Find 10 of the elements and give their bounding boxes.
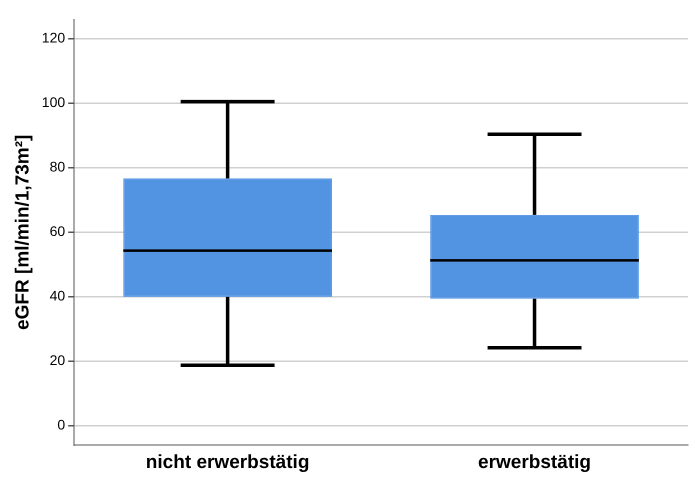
y-tick-label: 20	[50, 352, 66, 368]
x-tick-label: erwerbstätig	[478, 452, 592, 473]
y-tick-label: 60	[50, 223, 66, 240]
x-tick-label: nicht erwerbstätig	[146, 452, 310, 473]
y-tick-label: 120	[42, 30, 66, 46]
y-axis-title: eGFR [ml/min/1,73m²]	[12, 134, 34, 330]
y-tick-label: 80	[50, 158, 66, 175]
y-tick-label: 0	[57, 416, 66, 433]
y-tick-label: 100	[42, 94, 66, 110]
y-tick-label: 40	[50, 288, 66, 304]
